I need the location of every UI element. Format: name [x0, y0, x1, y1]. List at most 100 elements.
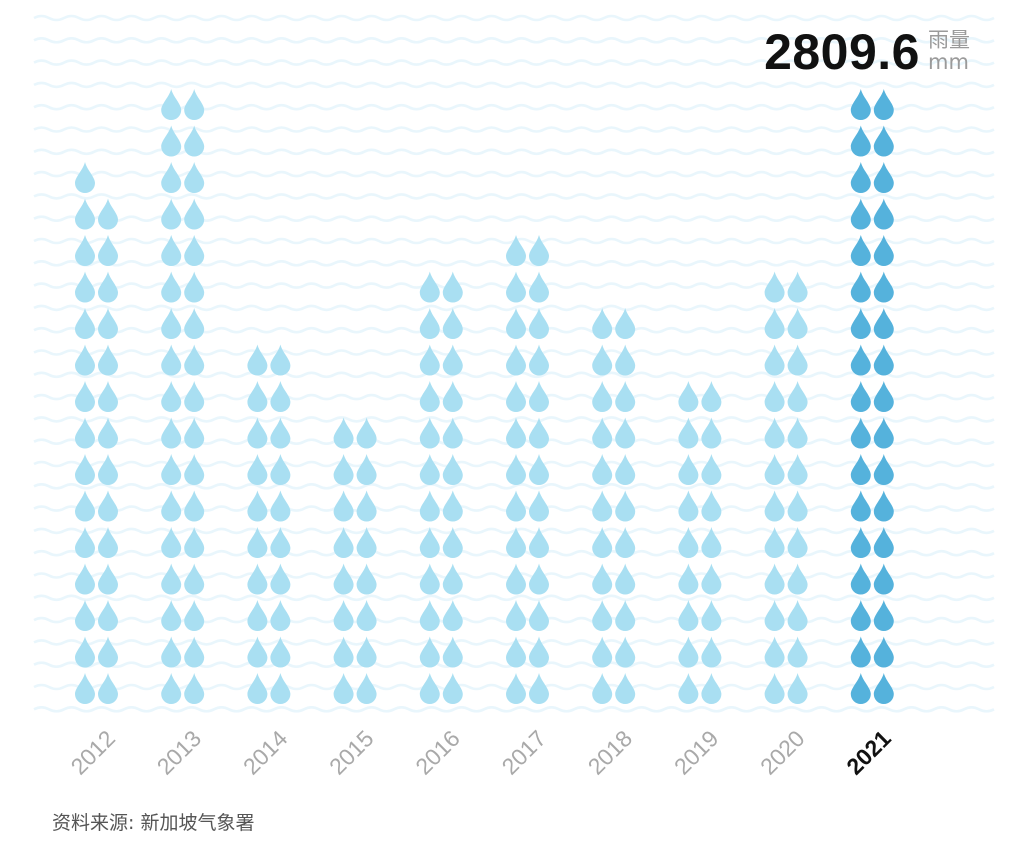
raindrop	[615, 344, 636, 376]
wave-line	[33, 59, 995, 66]
raindrop	[850, 454, 871, 485]
raindrop	[356, 417, 377, 449]
bar-2019	[678, 381, 722, 704]
raindrop	[442, 344, 463, 376]
raindrop	[678, 563, 699, 595]
raindrop	[333, 454, 354, 485]
raindrop	[184, 636, 205, 668]
raindrop	[678, 417, 699, 449]
raindrop	[356, 636, 377, 668]
raindrop	[75, 417, 95, 449]
raindrop	[184, 198, 205, 230]
raindrop	[506, 563, 526, 595]
raindrop	[75, 308, 95, 339]
raindrop	[356, 673, 377, 704]
year-label-2017: 2017	[496, 725, 551, 780]
raindrop	[419, 527, 440, 558]
raindrop	[529, 271, 549, 303]
raindrop	[356, 600, 377, 631]
raindrop	[98, 636, 118, 668]
raindrop	[161, 125, 182, 157]
raindrop	[873, 344, 894, 376]
raindrop	[75, 454, 95, 485]
raindrop	[873, 198, 894, 230]
raindrop	[161, 527, 182, 558]
raindrop	[529, 417, 549, 449]
raindrop	[75, 162, 95, 193]
raindrop	[270, 527, 291, 558]
raindrop	[184, 308, 205, 339]
wave-line	[33, 304, 995, 312]
raindrop	[787, 271, 808, 303]
raindrop	[419, 600, 440, 631]
raindrop	[419, 454, 440, 485]
raindrop	[184, 673, 205, 704]
wave-line	[33, 594, 995, 602]
raindrop	[592, 563, 613, 595]
raindrop	[506, 344, 526, 376]
raindrop	[98, 454, 118, 485]
raindrop	[442, 308, 463, 339]
raindrop	[873, 89, 894, 120]
wave-line	[33, 14, 995, 22]
raindrop	[98, 527, 118, 558]
raindrop	[161, 417, 182, 449]
raindrop	[270, 344, 291, 376]
raindrop	[333, 600, 354, 631]
raindrop	[529, 490, 549, 522]
raindrop	[184, 89, 205, 120]
raindrop	[506, 600, 526, 631]
highlight-unit: 雨量 mm	[928, 29, 970, 73]
raindrop	[764, 344, 785, 376]
raindrop	[161, 563, 182, 595]
raindrop	[850, 563, 871, 595]
raindrop	[529, 527, 549, 558]
raindrop	[873, 454, 894, 485]
raindrop	[75, 673, 95, 704]
raindrop	[529, 636, 549, 668]
raindrop	[184, 271, 205, 303]
raindrop	[442, 527, 463, 558]
raindrop	[873, 600, 894, 631]
raindrop	[850, 417, 871, 449]
raindrop	[850, 198, 871, 230]
raindrop	[184, 563, 205, 595]
raindrop	[184, 344, 205, 376]
raindrop	[247, 344, 268, 376]
raindrop	[615, 527, 636, 558]
raindrop	[787, 600, 808, 631]
raindrop	[442, 490, 463, 522]
raindrop	[247, 454, 268, 485]
raindrop	[356, 527, 377, 558]
raindrop	[419, 271, 440, 303]
raindrop	[873, 673, 894, 704]
raindrop	[419, 673, 440, 704]
raindrop	[356, 454, 377, 485]
raindrop	[615, 490, 636, 522]
raindrop	[98, 417, 118, 449]
raindrop	[270, 417, 291, 449]
raindrop	[506, 636, 526, 668]
raindrop	[592, 308, 613, 339]
raindrop	[787, 381, 808, 412]
raindrop	[75, 527, 95, 558]
raindrop	[184, 454, 205, 485]
raindrop	[615, 636, 636, 668]
raindrop	[75, 344, 95, 376]
raindrop	[764, 490, 785, 522]
year-label-2018: 2018	[583, 725, 638, 780]
raindrop	[701, 600, 722, 631]
wave-line	[33, 126, 995, 133]
raindrop	[442, 271, 463, 303]
raindrop	[419, 308, 440, 339]
raindrop	[615, 417, 636, 449]
raindrop	[764, 381, 785, 412]
year-label-2013: 2013	[152, 725, 207, 780]
raindrop	[506, 308, 526, 339]
raindrop	[98, 600, 118, 631]
year-label-2014: 2014	[238, 725, 293, 780]
raindrop	[850, 673, 871, 704]
raindrop	[529, 381, 549, 412]
raindrop	[873, 235, 894, 266]
